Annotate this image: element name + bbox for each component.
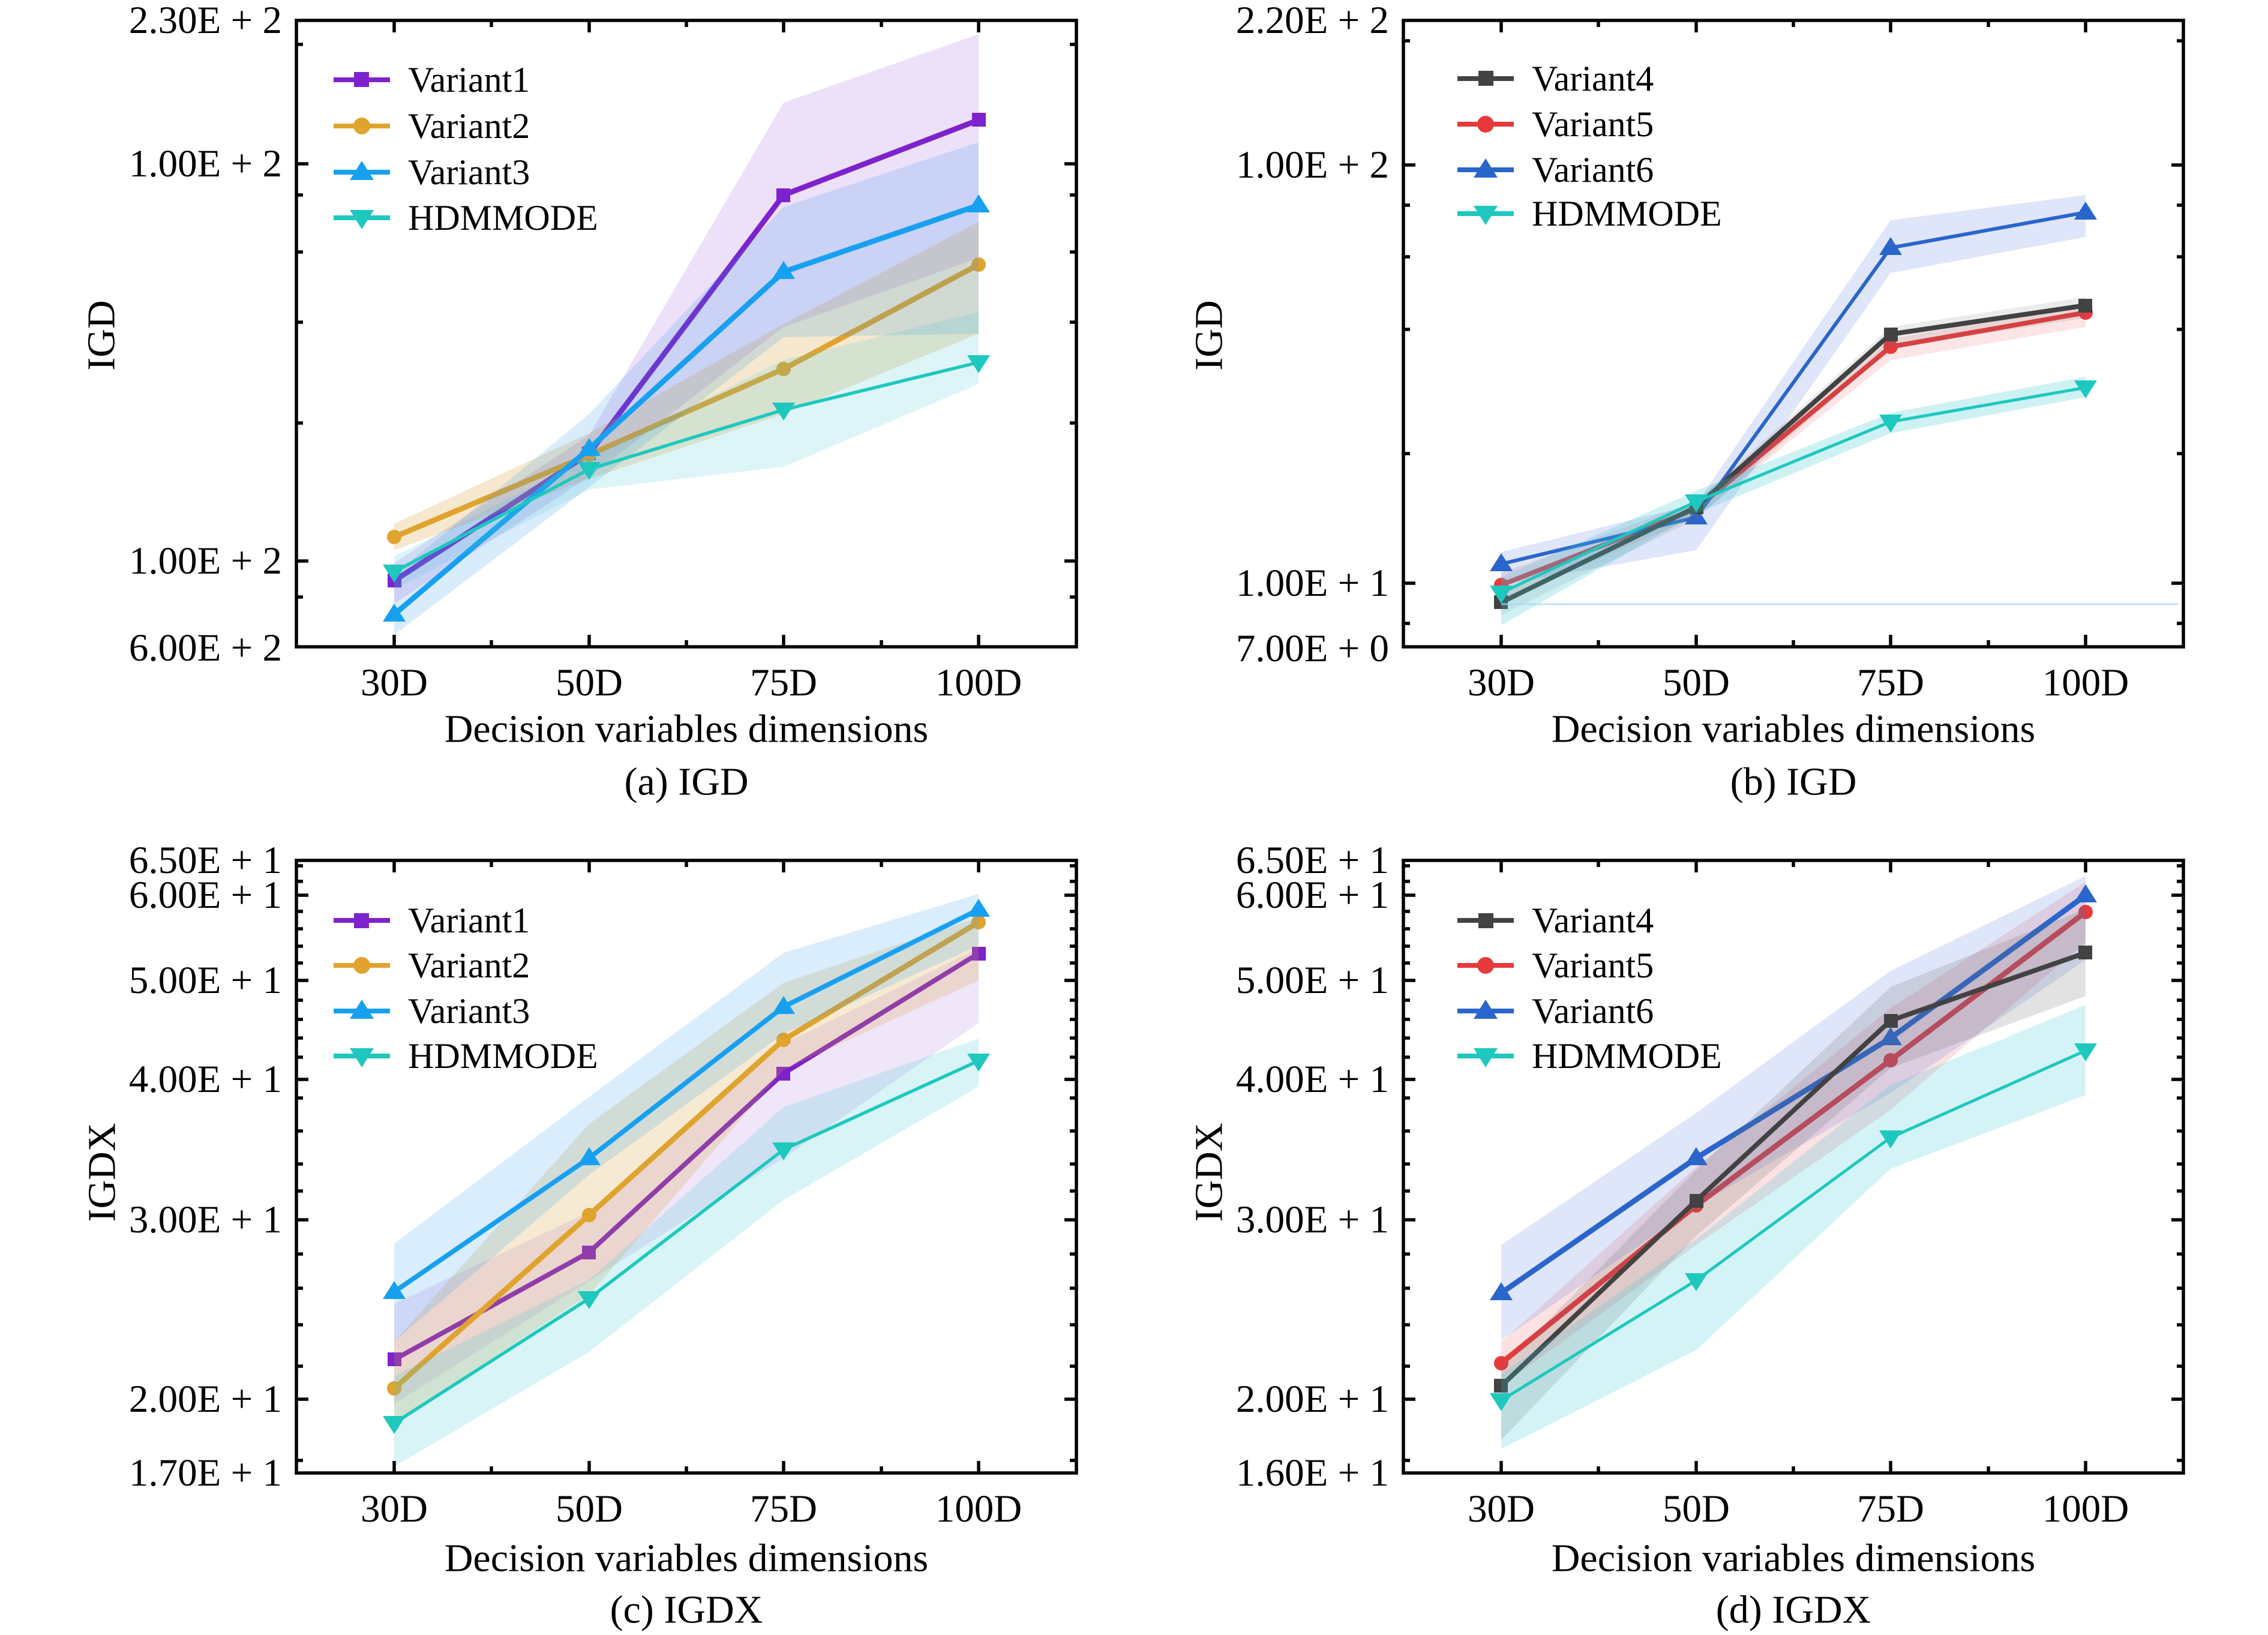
svg-text:3.00E + 1: 3.00E + 1 [1236, 1198, 1389, 1241]
svg-text:Variant3: Variant3 [408, 991, 530, 1031]
svg-text:1.60E + 1: 1.60E + 1 [1236, 1451, 1389, 1495]
svg-text:Decision variables dimensions: Decision variables dimensions [1552, 707, 2036, 751]
svg-text:Decision variables dimensions: Decision variables dimensions [445, 1537, 929, 1580]
svg-text:5.00E + 1: 5.00E + 1 [1236, 959, 1389, 1002]
svg-text:Decision variables dimensions: Decision variables dimensions [445, 707, 929, 751]
svg-text:6.00E + 2: 6.00E + 2 [129, 626, 282, 670]
svg-text:(d) IGDX: (d) IGDX [1716, 1588, 1871, 1632]
svg-text:6.50E + 1: 6.50E + 1 [129, 839, 282, 882]
svg-text:HDMMODE: HDMMODE [408, 198, 598, 238]
svg-text:6.00E + 1: 6.00E + 1 [129, 874, 282, 917]
svg-text:HDMMODE: HDMMODE [1532, 194, 1722, 233]
svg-text:1.00E + 2: 1.00E + 2 [1236, 143, 1389, 187]
svg-text:50D: 50D [556, 661, 623, 704]
svg-text:30D: 30D [361, 1487, 428, 1531]
svg-text:3.00E + 1: 3.00E + 1 [129, 1198, 282, 1241]
svg-text:6.50E + 1: 6.50E + 1 [1236, 839, 1389, 882]
svg-text:75D: 75D [750, 661, 817, 704]
svg-text:Variant5: Variant5 [1532, 946, 1654, 985]
svg-text:Variant4: Variant4 [1532, 901, 1654, 940]
svg-text:2.20E + 2: 2.20E + 2 [1236, 0, 1389, 42]
svg-text:IGD: IGD [80, 300, 124, 370]
svg-text:1.00E + 2: 1.00E + 2 [129, 539, 282, 583]
svg-text:75D: 75D [1857, 661, 1924, 704]
svg-text:IGDX: IGDX [80, 1123, 124, 1222]
svg-text:50D: 50D [1663, 1487, 1730, 1531]
svg-text:2.30E + 2: 2.30E + 2 [129, 0, 282, 42]
svg-text:Variant3: Variant3 [408, 152, 530, 192]
svg-text:(a) IGD: (a) IGD [624, 760, 748, 804]
svg-text:5.00E + 1: 5.00E + 1 [129, 959, 282, 1002]
svg-text:100D: 100D [935, 1487, 1022, 1531]
svg-text:HDMMODE: HDMMODE [408, 1036, 598, 1076]
svg-text:IGDX: IGDX [1187, 1123, 1231, 1222]
svg-text:1.70E + 1: 1.70E + 1 [129, 1451, 282, 1495]
svg-text:50D: 50D [556, 1487, 623, 1531]
svg-text:4.00E + 1: 4.00E + 1 [129, 1058, 282, 1101]
svg-text:Variant6: Variant6 [1532, 150, 1654, 190]
svg-text:100D: 100D [2042, 1487, 2129, 1531]
svg-text:50D: 50D [1663, 661, 1730, 704]
svg-text:30D: 30D [1468, 1487, 1535, 1531]
svg-text:75D: 75D [1857, 1487, 1924, 1531]
svg-text:30D: 30D [361, 661, 428, 704]
svg-text:IGD: IGD [1187, 300, 1231, 370]
svg-text:(c) IGDX: (c) IGDX [610, 1588, 763, 1632]
svg-text:1.00E + 2: 1.00E + 2 [129, 142, 282, 185]
svg-text:1.00E + 1: 1.00E + 1 [1236, 562, 1389, 605]
svg-text:7.00E + 0: 7.00E + 0 [1236, 627, 1389, 670]
svg-text:6.00E + 1: 6.00E + 1 [1236, 874, 1389, 917]
svg-text:HDMMODE: HDMMODE [1532, 1036, 1722, 1076]
svg-text:Variant2: Variant2 [408, 946, 530, 985]
svg-text:Variant5: Variant5 [1532, 104, 1654, 144]
svg-text:Decision variables dimensions: Decision variables dimensions [1552, 1537, 2036, 1580]
svg-text:4.00E + 1: 4.00E + 1 [1236, 1058, 1389, 1101]
svg-text:Variant1: Variant1 [408, 60, 530, 100]
svg-text:Variant4: Variant4 [1532, 59, 1654, 98]
svg-text:100D: 100D [935, 661, 1022, 704]
svg-text:(b) IGD: (b) IGD [1730, 760, 1857, 804]
svg-text:75D: 75D [750, 1487, 817, 1531]
svg-text:30D: 30D [1468, 661, 1535, 704]
svg-text:2.00E + 1: 2.00E + 1 [129, 1378, 282, 1421]
svg-text:2.00E + 1: 2.00E + 1 [1236, 1378, 1389, 1421]
svg-text:Variant2: Variant2 [408, 106, 530, 146]
svg-text:Variant1: Variant1 [408, 901, 530, 940]
svg-text:Variant6: Variant6 [1532, 991, 1654, 1031]
svg-text:100D: 100D [2042, 661, 2129, 704]
